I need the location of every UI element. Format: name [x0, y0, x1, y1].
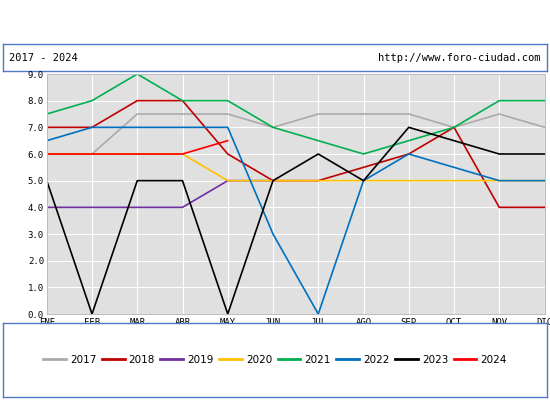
Legend: 2017, 2018, 2019, 2020, 2021, 2022, 2023, 2024: 2017, 2018, 2019, 2020, 2021, 2022, 2023…: [39, 351, 511, 369]
Text: http://www.foro-ciudad.com: http://www.foro-ciudad.com: [378, 53, 541, 63]
Text: 2017 - 2024: 2017 - 2024: [9, 53, 78, 63]
Text: Evolucion del paro registrado en Durón: Evolucion del paro registrado en Durón: [139, 14, 411, 28]
